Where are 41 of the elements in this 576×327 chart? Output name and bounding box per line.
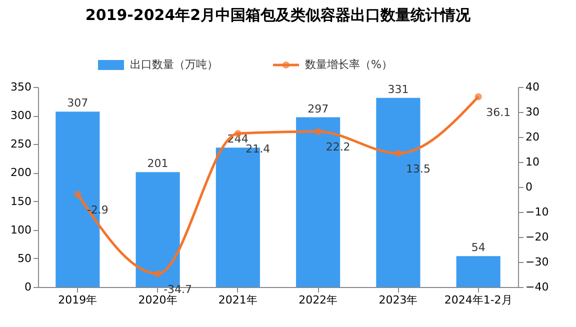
chart-title: 2019-2024年2月中国箱包及类似容器出口数量统计情况 (85, 6, 472, 24)
y2-tick-label: −40 (526, 280, 549, 294)
x-tick-label: 2020年 (138, 294, 178, 306)
point (394, 150, 402, 157)
x-tick-label: 2021年 (218, 294, 258, 306)
bar (456, 256, 500, 287)
data-label: -2.9 (86, 203, 108, 216)
y-tick-label: 0 (24, 280, 32, 294)
data-label: 307 (67, 96, 88, 110)
legend-label: 出口数量（万吨） (130, 58, 218, 71)
point (474, 93, 482, 100)
y2-tick-label: 20 (526, 130, 540, 144)
y-tick-label: 350 (10, 80, 32, 94)
y2-tick-label: 40 (526, 80, 540, 94)
data-label: 201 (147, 157, 168, 170)
y-tick-label: 100 (10, 223, 32, 236)
data-label: 21.4 (246, 142, 270, 156)
y2-tick-label: −30 (526, 256, 549, 268)
y-tick-label: 200 (10, 166, 32, 180)
x-tick-label: 2022年 (298, 294, 338, 306)
y-tick-label: 250 (10, 138, 32, 151)
y-tick-label: 50 (18, 252, 32, 265)
legend-label: 数量增长率（%） (305, 58, 392, 71)
x-tick-label: 2024年1-2月 (444, 294, 512, 306)
x-tick-label: 2019年 (58, 294, 98, 306)
y2-tick-label: 0 (526, 180, 532, 194)
data-label: 331 (388, 82, 409, 96)
data-label: 297 (308, 102, 329, 116)
point (314, 128, 322, 136)
y2-tick-label: 10 (526, 156, 540, 168)
data-label: 244 (227, 132, 248, 146)
data-label: 54 (471, 241, 486, 254)
point (154, 270, 162, 278)
y2-tick-label: 30 (526, 106, 540, 118)
y-tick-label: 150 (10, 194, 32, 208)
y2-tick-label: −10 (526, 206, 549, 218)
x-tick-label: 2023年 (378, 294, 418, 306)
data-label: 36.1 (486, 106, 511, 119)
y2-tick-label: −20 (526, 230, 549, 244)
point (74, 190, 82, 198)
y-tick-label: 300 (10, 109, 32, 122)
